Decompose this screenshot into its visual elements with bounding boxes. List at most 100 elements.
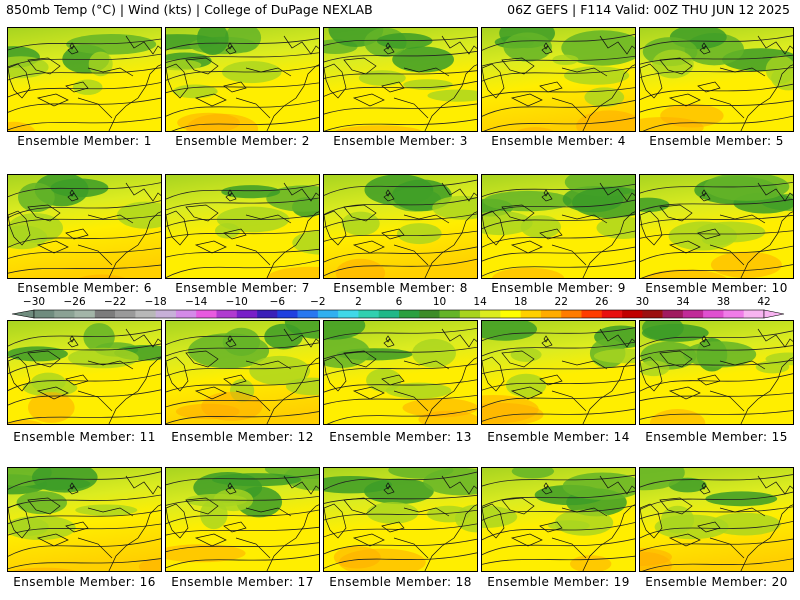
ensemble-member-map [639, 467, 794, 572]
colorbar-tick-label: −22 [104, 296, 127, 308]
ensemble-member-label: Ensemble Member: 7 [175, 281, 310, 295]
ensemble-member-label: Ensemble Member: 10 [645, 281, 788, 295]
ensemble-member-label: Ensemble Member: 6 [17, 281, 152, 295]
colorbar-tick-label: 26 [595, 296, 609, 308]
colorbar-segment [520, 310, 542, 318]
colorbar-segment [419, 310, 440, 318]
colorbar-segment [540, 310, 562, 318]
colorbar-segment [581, 310, 603, 318]
colorbar-segment [257, 310, 278, 318]
temperature-colorbar [11, 309, 785, 319]
colorbar-tick-label: 38 [716, 296, 731, 308]
ensemble-member-label: Ensemble Member: 9 [491, 281, 626, 295]
ensemble-member-label: Ensemble Member: 12 [171, 430, 314, 444]
colorbar-segment [74, 310, 96, 318]
colorbar-tick-label: 18 [513, 296, 528, 308]
ensemble-member-map [481, 27, 636, 132]
colorbar-tick-label: −2 [310, 296, 326, 308]
ensemble-member-label: Ensemble Member: 13 [329, 430, 472, 444]
colorbar-segment [196, 310, 217, 318]
map-title: 850mb Temp (°C) | Wind (kts) | College o… [6, 2, 373, 17]
colorbar-segment [358, 310, 380, 318]
colorbar-tick-label: −14 [185, 296, 208, 308]
ensemble-member-map [323, 320, 478, 425]
colorbar-tick-label: 10 [432, 296, 447, 308]
colorbar-tick-label: 14 [473, 296, 487, 308]
ensemble-member-map [323, 27, 478, 132]
ensemble-member-map [165, 467, 320, 572]
ensemble-member-map [7, 27, 162, 132]
colorbar-segment [622, 310, 643, 318]
colorbar-segment [175, 310, 197, 318]
ensemble-member-map [481, 320, 636, 425]
colorbar-segment [277, 310, 298, 318]
ensemble-member-map [7, 467, 162, 572]
colorbar-segment [723, 310, 745, 318]
ensemble-member-map [481, 174, 636, 279]
colorbar-segment [642, 310, 663, 318]
ensemble-member-map [165, 174, 320, 279]
ensemble-member-label: Ensemble Member: 14 [487, 430, 630, 444]
colorbar-tick-label: 6 [395, 296, 403, 308]
colorbar-segment [54, 310, 75, 318]
colorbar-tick-label: 42 [757, 296, 771, 308]
ensemble-member-map [323, 467, 478, 572]
ensemble-member-label: Ensemble Member: 17 [171, 575, 314, 589]
colorbar-segment [155, 310, 177, 318]
colorbar-tick-label: −26 [63, 296, 86, 308]
ensemble-member-map [639, 320, 794, 425]
ensemble-member-map [639, 174, 794, 279]
colorbar-arrow-warm [763, 309, 785, 319]
colorbar-segment [601, 310, 623, 318]
colorbar-segment [297, 310, 319, 318]
colorbar-segment [34, 310, 55, 318]
colorbar-segment [743, 310, 765, 318]
colorbar-segment [317, 310, 339, 318]
colorbar-tick-label: −18 [144, 296, 167, 308]
ensemble-member-label: Ensemble Member: 19 [487, 575, 630, 589]
colorbar-tick-label: 30 [635, 296, 650, 308]
colorbar-arrow-cold [11, 309, 35, 319]
colorbar-segment [561, 310, 582, 318]
ensemble-member-label: Ensemble Member: 18 [329, 575, 472, 589]
colorbar-tick-label: 2 [355, 296, 362, 308]
colorbar-segment [216, 310, 238, 318]
ensemble-member-label: Ensemble Member: 4 [491, 134, 626, 148]
ensemble-member-label: Ensemble Member: 5 [649, 134, 784, 148]
colorbar-segment [480, 310, 501, 318]
colorbar-tick-label: 22 [554, 296, 568, 308]
colorbar-segment [115, 310, 136, 318]
ensemble-member-label: Ensemble Member: 11 [13, 430, 156, 444]
colorbar-segment [662, 310, 684, 318]
ensemble-member-map [165, 320, 320, 425]
colorbar-segment [703, 310, 724, 318]
colorbar-segment [439, 310, 461, 318]
ensemble-member-label: Ensemble Member: 8 [333, 281, 468, 295]
ensemble-member-map [7, 320, 162, 425]
ensemble-member-label: Ensemble Member: 15 [645, 430, 788, 444]
valid-time-label: 06Z GEFS | F114 Valid: 00Z THU JUN 12 20… [507, 2, 790, 17]
colorbar-segment [399, 310, 420, 318]
colorbar-segment [459, 310, 481, 318]
colorbar-segment [94, 310, 116, 318]
colorbar-segment [236, 310, 258, 318]
colorbar-tick-label: −10 [225, 296, 248, 308]
ensemble-member-label: Ensemble Member: 20 [645, 575, 788, 589]
colorbar-tick-label: −6 [269, 296, 286, 308]
ensemble-member-label: Ensemble Member: 16 [13, 575, 156, 589]
colorbar-segment [500, 310, 521, 318]
colorbar-segment [378, 310, 400, 318]
colorbar-segment [135, 310, 156, 318]
ensemble-member-map [7, 174, 162, 279]
colorbar-segment [682, 310, 704, 318]
colorbar-tick-label: −30 [22, 296, 46, 308]
ensemble-member-map [323, 174, 478, 279]
ensemble-member-label: Ensemble Member: 2 [175, 134, 310, 148]
ensemble-member-map [165, 27, 320, 132]
ensemble-member-map [481, 467, 636, 572]
colorbar-segment [338, 310, 359, 318]
ensemble-member-map [639, 27, 794, 132]
colorbar-tick-label: 34 [676, 296, 690, 308]
ensemble-member-label: Ensemble Member: 1 [17, 134, 152, 148]
ensemble-member-label: Ensemble Member: 3 [333, 134, 468, 148]
